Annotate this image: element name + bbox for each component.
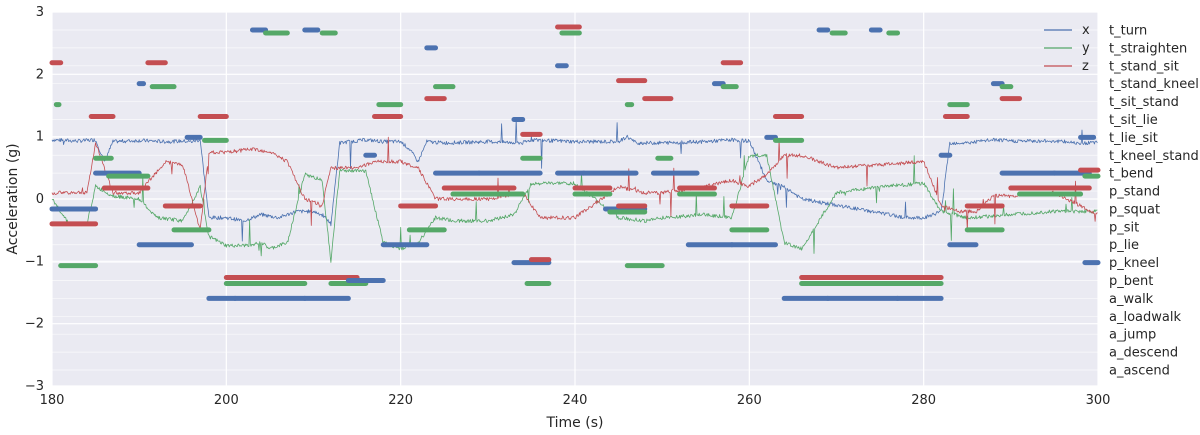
- right-label: t_straighten: [1109, 41, 1187, 56]
- right-label: t_turn: [1109, 24, 1147, 39]
- x-tick-label: 280: [911, 393, 936, 408]
- signal-lines: [51, 118, 1098, 263]
- right-label: p_lie: [1109, 238, 1139, 253]
- right-label: a_descend: [1109, 346, 1178, 361]
- right-label: t_stand_kneel: [1109, 77, 1199, 92]
- right-label: p_squat: [1109, 202, 1160, 217]
- right-label: a_ascend: [1109, 364, 1170, 379]
- x-tick-label: 240: [563, 393, 588, 408]
- y-tick-label: 0: [36, 192, 44, 207]
- legend-label-y: y: [1082, 41, 1090, 56]
- series-line-z: [51, 136, 1098, 231]
- right-label: p_bent: [1109, 274, 1153, 289]
- y-tick-label: 1: [36, 130, 44, 145]
- legend: xyz: [1044, 23, 1090, 74]
- y-tick-labels: −3 −2 −1 0 1 2 3: [25, 5, 44, 394]
- y-tick-label: 3: [36, 5, 44, 20]
- right-label: t_sit_lie: [1109, 113, 1158, 128]
- x-tick-labels: 180 200 220 240 260 280 300: [40, 393, 1111, 408]
- label-segments: [49, 24, 1101, 301]
- right-label: t_stand_sit: [1109, 59, 1179, 74]
- grid-lines: [51, 11, 1099, 387]
- x-tick-label: 200: [214, 393, 239, 408]
- series-line-x: [51, 118, 1098, 242]
- x-axis-label: Time (s): [546, 415, 604, 431]
- x-tick-label: 300: [1086, 393, 1111, 408]
- right-label: t_lie_sit: [1109, 131, 1158, 146]
- y-tick-label: −1: [25, 254, 44, 269]
- right-label: a_jump: [1109, 328, 1156, 343]
- right-label: a_loadwalk: [1109, 310, 1181, 325]
- y-tick-label: −3: [25, 379, 44, 394]
- right-activity-labels: t_turn t_straighten t_stand_sit t_stand_kne…: [1109, 24, 1199, 379]
- legend-label-x: x: [1082, 23, 1090, 38]
- right-label: p_sit: [1109, 220, 1139, 235]
- right-label: p_stand: [1109, 185, 1160, 200]
- right-label: t_bend: [1109, 167, 1153, 182]
- series-line-y: [51, 153, 1098, 263]
- right-label: t_sit_stand: [1109, 95, 1179, 110]
- y-tick-label: 2: [36, 67, 44, 82]
- right-label: p_kneel: [1109, 256, 1159, 271]
- x-tick-label: 260: [737, 393, 762, 408]
- x-tick-label: 220: [388, 393, 413, 408]
- right-label: t_kneel_stand: [1109, 149, 1199, 164]
- right-label: a_walk: [1109, 292, 1154, 307]
- y-axis-label: Acceleration (g): [5, 143, 21, 254]
- y-tick-label: −2: [25, 317, 44, 332]
- x-tick-label: 180: [40, 393, 65, 408]
- legend-label-z: z: [1082, 59, 1089, 74]
